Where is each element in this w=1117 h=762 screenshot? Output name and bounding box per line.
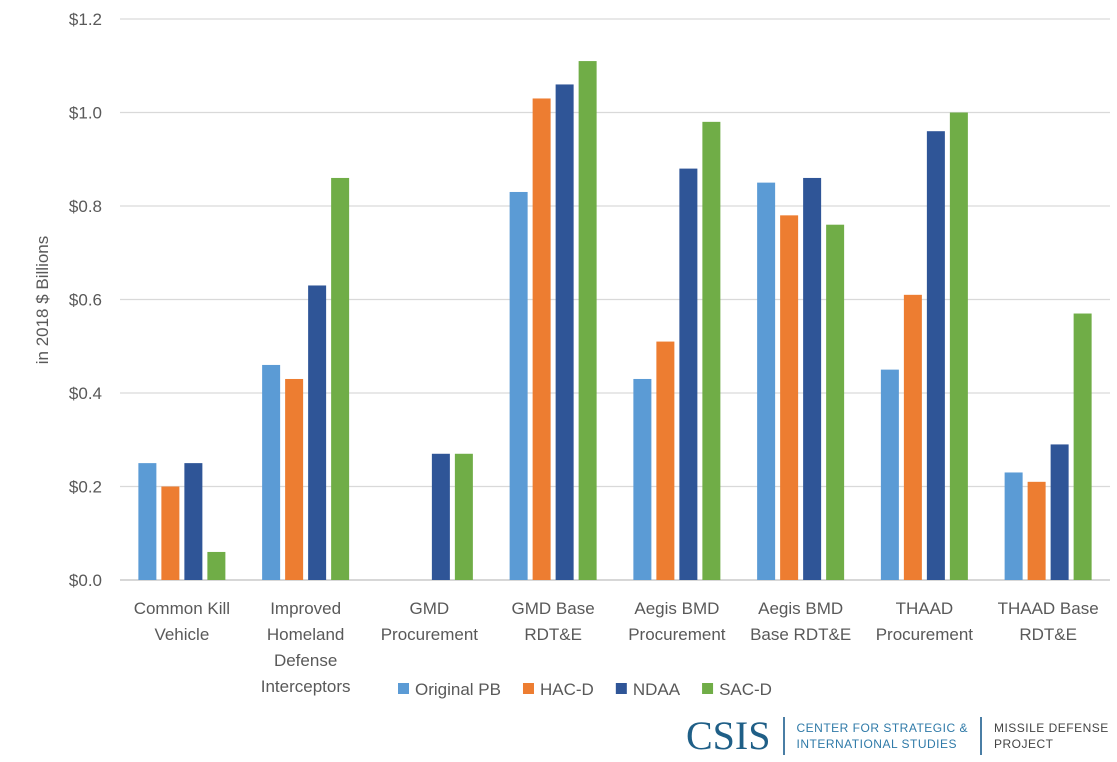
- bar-sac-d: [207, 551, 226, 580]
- bar-original-pb: [138, 463, 157, 580]
- bar-original-pb: [1004, 472, 1023, 580]
- org-line-2: INTERNATIONAL STUDIES: [796, 736, 958, 751]
- legend-label: HAC-D: [540, 680, 594, 699]
- x-tick-label: Procurement: [876, 625, 974, 644]
- legend-label: Original PB: [415, 680, 501, 699]
- bar-sac-d: [331, 177, 350, 580]
- logo-divider: [979, 716, 982, 755]
- y-tick-label: $0.4: [69, 384, 102, 403]
- bar-hac-d: [532, 98, 551, 580]
- csis-logo: CSIS CENTER FOR STRATEGIC & INTERNATIONA…: [686, 712, 1109, 759]
- legend-label: NDAA: [633, 680, 681, 699]
- bar-original-pb: [757, 182, 776, 580]
- bar-sac-d: [826, 224, 845, 580]
- bar-ndaa: [184, 463, 203, 580]
- legend-swatch: [702, 683, 714, 694]
- legend-swatch: [615, 683, 627, 694]
- y-axis-label: in 2018 $ Billions: [33, 236, 52, 365]
- y-tick-label: $0.2: [69, 478, 102, 497]
- legend-swatch: [522, 683, 534, 694]
- bar-hac-d: [1027, 481, 1046, 580]
- x-tick-label: Procurement: [628, 625, 726, 644]
- x-tick-label: Improved: [270, 599, 341, 618]
- bar-ndaa: [926, 131, 945, 580]
- project-name: MISSILE DEFENSE PROJECT: [994, 720, 1109, 752]
- bar-original-pb: [880, 369, 899, 580]
- bar-hac-d: [285, 378, 304, 580]
- x-tick-label: Vehicle: [154, 625, 209, 644]
- org-name: CENTER FOR STRATEGIC & INTERNATIONAL STU…: [797, 720, 968, 752]
- x-tick-label: Aegis BMD: [758, 599, 843, 618]
- bar-chart: $0.0 $0.2 $0.4 $0.6 $0.8 $1.0 $1.2 in 2018 $ Bi…: [33, 10, 1110, 699]
- x-tick-label: RDT&E: [1019, 625, 1077, 644]
- x-tick-label: Base RDT&E: [750, 625, 851, 644]
- bar-ndaa: [1050, 444, 1069, 580]
- x-tick-label: Interceptors: [261, 677, 351, 696]
- org-line-1: CENTER FOR STRATEGIC &: [796, 720, 968, 735]
- x-tick-label: GMD: [410, 599, 450, 618]
- x-tick-label: Aegis BMD: [634, 599, 719, 618]
- x-tick-label: Homeland: [267, 625, 345, 644]
- bar-hac-d: [656, 341, 675, 580]
- bar-sac-d: [702, 121, 721, 580]
- bar-hac-d: [780, 215, 799, 580]
- x-tick-label: Common Kill: [134, 599, 230, 618]
- y-tick-label: $1.2: [69, 10, 102, 29]
- bar-original-pb: [262, 364, 281, 580]
- x-tick-label: Defense: [274, 651, 337, 670]
- bar-hac-d: [161, 486, 180, 580]
- bar-sac-d: [454, 453, 473, 580]
- x-tick-label: THAAD: [896, 599, 954, 618]
- legend-label: SAC-D: [719, 680, 772, 699]
- x-tick-label: RDT&E: [524, 625, 582, 644]
- y-tick-label: $0.0: [69, 571, 102, 590]
- legend-swatch: [398, 683, 409, 694]
- x-tick-label: THAAD Base: [998, 599, 1099, 618]
- y-tick-label: $0.6: [69, 291, 102, 310]
- y-tick-label: $1.0: [69, 104, 102, 123]
- x-tick-label: Procurement: [381, 625, 479, 644]
- project-line-1: MISSILE DEFENSE: [993, 720, 1109, 735]
- bar-sac-d: [578, 61, 597, 580]
- csis-wordmark: CSIS: [686, 713, 771, 758]
- bar-sac-d: [1073, 313, 1092, 580]
- bar-ndaa: [803, 177, 822, 580]
- x-tick-label: GMD Base: [512, 599, 595, 618]
- y-tick-label: $0.8: [69, 197, 102, 216]
- bar-original-pb: [509, 191, 528, 580]
- bar-ndaa: [555, 84, 574, 580]
- bar-ndaa: [679, 168, 698, 580]
- bar-original-pb: [633, 378, 652, 580]
- project-line-2: PROJECT: [993, 736, 1054, 751]
- bar-sac-d: [949, 112, 968, 580]
- bar-ndaa: [308, 285, 327, 580]
- logo-divider: [782, 716, 785, 755]
- bar-ndaa: [431, 453, 450, 580]
- bar-hac-d: [903, 294, 922, 580]
